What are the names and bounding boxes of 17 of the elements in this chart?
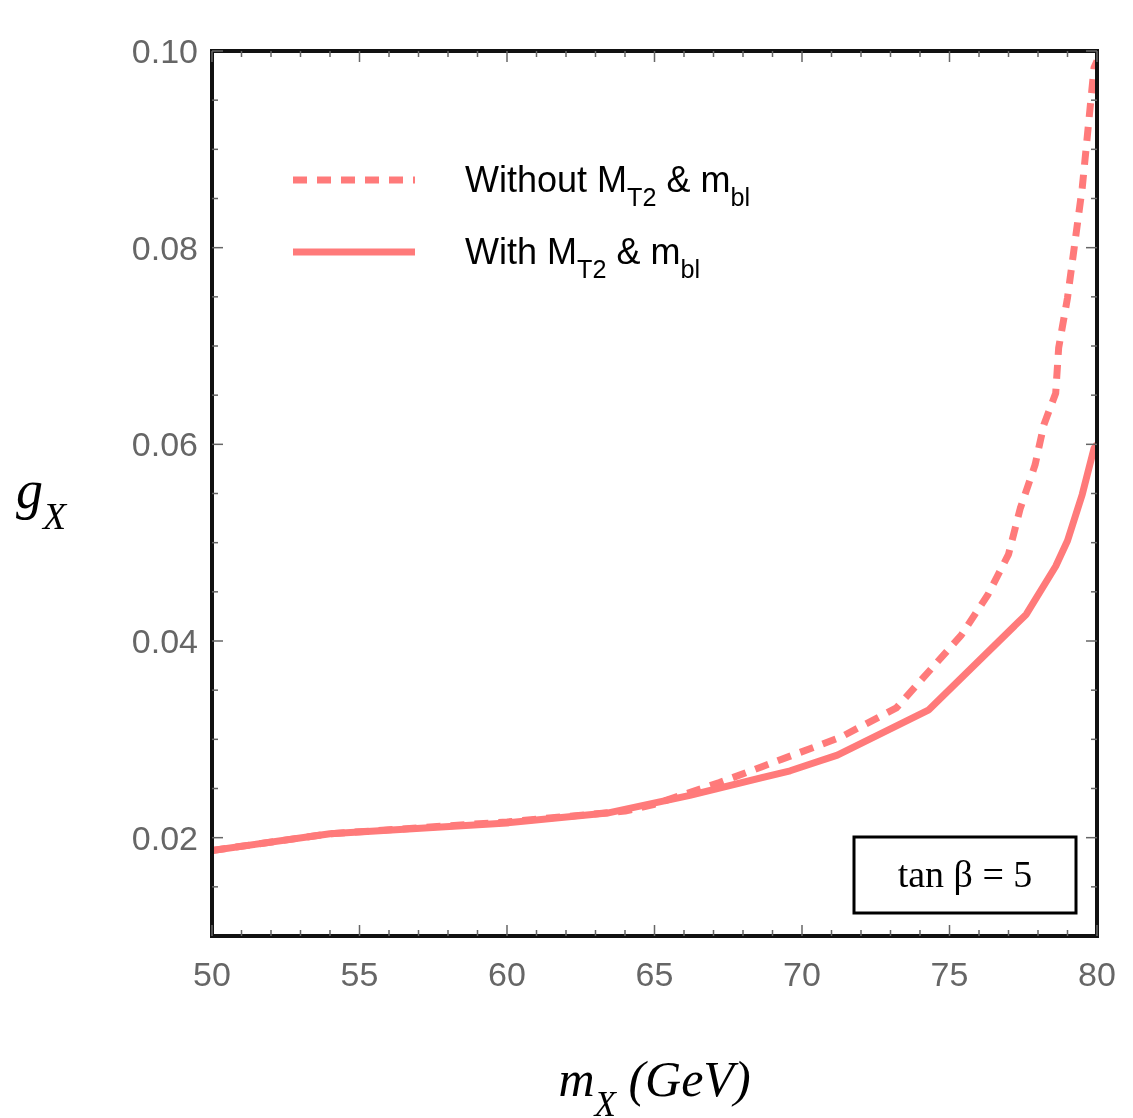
y-tick-label: 0.08	[131, 228, 198, 267]
x-tick-label: 65	[635, 955, 674, 993]
y-tick-label: 0.04	[131, 622, 198, 660]
x-tick-label: 50	[193, 955, 231, 993]
y-axis-title: g$_{X}$	[16, 460, 68, 537]
legend-label: With M$_{T2}$ & m$_{bl}$	[465, 231, 701, 283]
y-tick-label: 0.06	[131, 425, 198, 464]
y-tick-label: 0.02	[131, 818, 198, 857]
annotation: tan β = 5	[897, 853, 1033, 895]
y-tick-label: 0.10	[131, 32, 198, 70]
x-axis-title: m$_{X}$ (GeV)	[558, 1051, 751, 1118]
x-tick-label: 70	[783, 955, 821, 993]
x-tick-label: 55	[340, 955, 379, 993]
x-tick-label: 60	[488, 955, 526, 993]
x-tick-label: 75	[930, 955, 969, 993]
legend-label: Without M$_{T2}$ & m$_{bl}$	[465, 159, 751, 211]
x-tick-label: 80	[1078, 955, 1116, 993]
